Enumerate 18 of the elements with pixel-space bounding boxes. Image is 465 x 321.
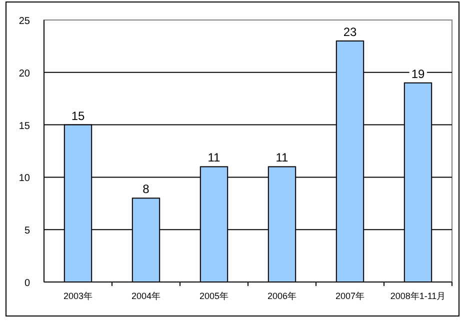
x-tick-label: 2006年 <box>267 291 297 301</box>
y-tick-label: 0 <box>24 278 30 289</box>
x-tick-label: 2007年 <box>335 291 365 301</box>
data-label: 8 <box>142 182 150 196</box>
x-tick-label: 2004年 <box>131 291 161 301</box>
data-label: 11 <box>276 150 289 165</box>
data-label: 19 <box>411 66 425 81</box>
data-label: 23 <box>343 24 357 39</box>
y-tick-label: 5 <box>24 226 30 237</box>
y-tick-label: 10 <box>18 173 30 184</box>
x-tick-label: 2008年1-11月 <box>390 291 446 301</box>
y-tick-label: 20 <box>18 68 30 80</box>
data-label: 15 <box>71 108 85 123</box>
y-tick-label: 25 <box>18 16 30 27</box>
data-label: 11 <box>208 150 221 165</box>
x-tick-label: 2005年 <box>199 291 229 301</box>
x-tick-label: 2003年 <box>63 291 93 301</box>
y-tick-label: 15 <box>18 120 30 132</box>
